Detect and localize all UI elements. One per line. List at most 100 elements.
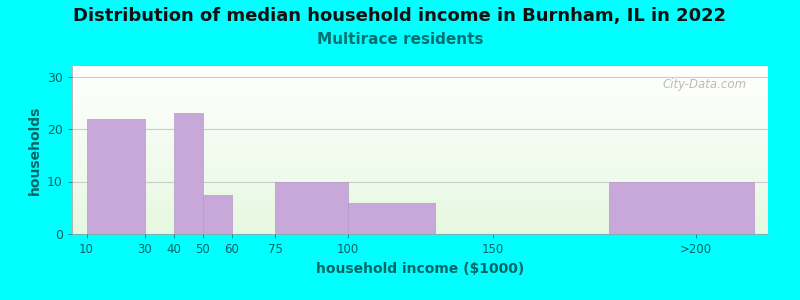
Bar	[72, 99, 768, 100]
Bar	[72, 158, 768, 159]
Bar	[72, 200, 768, 201]
Bar	[72, 178, 768, 179]
Bar	[72, 100, 768, 101]
Bar	[72, 82, 768, 83]
Bar	[72, 171, 768, 172]
Bar	[72, 133, 768, 134]
Bar	[72, 159, 768, 160]
Bar	[72, 156, 768, 157]
Bar	[72, 141, 768, 142]
Bar	[72, 131, 768, 132]
Bar	[72, 157, 768, 158]
Bar	[72, 84, 768, 85]
Bar	[72, 103, 768, 104]
Bar	[72, 164, 768, 165]
Bar	[72, 106, 768, 107]
Bar	[72, 74, 768, 75]
Bar	[72, 125, 768, 126]
Bar	[72, 202, 768, 203]
Bar	[72, 206, 768, 207]
Bar	[72, 154, 768, 155]
Bar	[72, 123, 768, 124]
Bar	[72, 224, 768, 225]
Bar	[72, 199, 768, 200]
Bar	[72, 190, 768, 191]
Bar	[72, 166, 768, 167]
Bar	[72, 196, 768, 197]
Bar	[72, 194, 768, 195]
Bar	[72, 150, 768, 151]
Bar	[72, 73, 768, 74]
Bar	[72, 148, 768, 149]
Bar	[72, 210, 768, 211]
Bar	[72, 149, 768, 150]
Bar	[72, 219, 768, 220]
Bar	[72, 136, 768, 137]
Bar	[72, 140, 768, 141]
Bar	[202, 195, 231, 234]
Bar	[72, 233, 768, 234]
Bar	[72, 170, 768, 171]
Bar	[72, 118, 768, 119]
Bar	[72, 168, 768, 169]
Bar	[72, 201, 768, 202]
Bar	[72, 75, 768, 76]
Bar	[72, 90, 768, 91]
Bar	[72, 223, 768, 224]
Bar	[72, 114, 768, 115]
Bar	[72, 77, 768, 78]
Bar	[72, 101, 768, 102]
Bar	[72, 108, 768, 109]
Bar	[72, 161, 768, 162]
Bar	[72, 144, 768, 145]
Bar	[72, 208, 768, 209]
Bar	[72, 107, 768, 108]
Bar	[72, 169, 768, 170]
Bar	[72, 100, 768, 101]
Bar	[72, 113, 768, 114]
Bar	[72, 117, 768, 118]
Bar	[72, 142, 768, 143]
Bar	[72, 96, 768, 97]
Bar	[72, 180, 768, 181]
Bar	[72, 85, 768, 86]
Bar	[72, 105, 768, 106]
Bar	[72, 86, 768, 87]
Bar	[72, 152, 768, 153]
Bar	[72, 163, 768, 164]
Bar	[72, 218, 768, 219]
Bar	[72, 165, 768, 166]
Bar	[72, 197, 768, 198]
Bar	[72, 225, 768, 226]
Bar	[275, 182, 347, 234]
Bar	[72, 110, 768, 111]
Bar	[72, 182, 768, 183]
Bar	[72, 221, 768, 222]
Bar	[72, 231, 768, 232]
Bar	[72, 91, 768, 92]
Bar	[72, 138, 768, 139]
Bar	[72, 89, 768, 90]
Bar	[72, 195, 768, 196]
Bar	[72, 151, 768, 152]
Bar	[72, 81, 768, 82]
Bar	[72, 185, 768, 186]
Bar	[72, 135, 768, 136]
Bar	[72, 76, 768, 77]
Bar	[72, 67, 768, 68]
Bar	[347, 202, 434, 234]
Bar	[72, 216, 768, 217]
Bar	[72, 153, 768, 154]
Bar	[72, 122, 768, 123]
Bar	[72, 129, 768, 130]
Bar	[72, 172, 768, 173]
Bar	[86, 118, 145, 234]
Bar	[72, 173, 768, 174]
Bar	[72, 102, 768, 103]
Bar	[72, 72, 768, 73]
Bar	[72, 115, 768, 116]
Bar	[72, 92, 768, 93]
Bar	[72, 183, 768, 184]
Bar	[72, 207, 768, 208]
Bar	[72, 213, 768, 214]
